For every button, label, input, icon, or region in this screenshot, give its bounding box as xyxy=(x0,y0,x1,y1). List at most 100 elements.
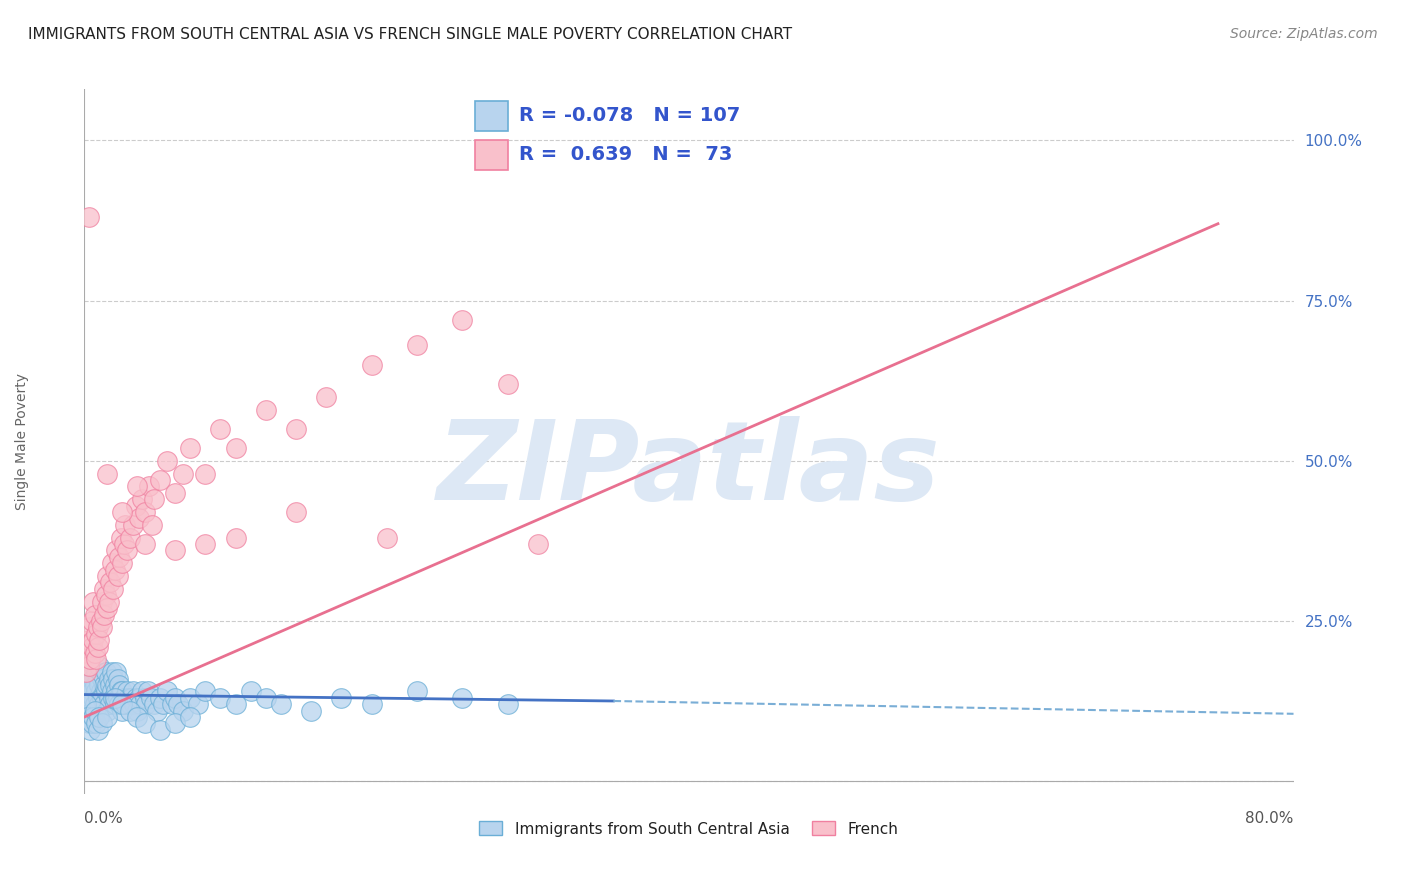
Point xyxy=(125,499,148,513)
Y-axis label: Single Male Poverty: Single Male Poverty xyxy=(15,373,28,510)
Point xyxy=(87,723,110,737)
Text: R = -0.078   N = 107: R = -0.078 N = 107 xyxy=(519,106,740,125)
Point xyxy=(330,690,353,705)
Text: IMMIGRANTS FROM SOUTH CENTRAL ASIA VS FRENCH SINGLE MALE POVERTY CORRELATION CHA: IMMIGRANTS FROM SOUTH CENTRAL ASIA VS FR… xyxy=(28,27,792,42)
Point xyxy=(80,614,103,628)
Point xyxy=(127,704,149,718)
Point xyxy=(79,678,101,692)
Point xyxy=(98,575,121,590)
Point xyxy=(134,716,156,731)
Point xyxy=(129,697,152,711)
Point xyxy=(90,614,112,628)
Point xyxy=(115,684,138,698)
Point xyxy=(149,723,172,737)
Point xyxy=(79,620,101,634)
Point xyxy=(118,704,141,718)
Point xyxy=(105,684,128,698)
Point xyxy=(107,569,129,583)
Point xyxy=(79,652,101,666)
Point xyxy=(111,684,134,698)
Point xyxy=(98,678,121,692)
Point xyxy=(84,704,107,718)
Point xyxy=(135,697,157,711)
Bar xyxy=(475,140,508,169)
Point xyxy=(89,633,111,648)
Point xyxy=(141,517,163,532)
Point xyxy=(107,690,129,705)
Point xyxy=(91,620,114,634)
Point xyxy=(80,716,103,731)
Point xyxy=(93,678,115,692)
Point xyxy=(96,710,118,724)
Point xyxy=(80,640,103,654)
Point xyxy=(172,704,194,718)
Point xyxy=(142,492,165,507)
Point xyxy=(89,710,111,724)
Point xyxy=(89,697,111,711)
Point xyxy=(451,313,474,327)
Point xyxy=(93,697,115,711)
Point xyxy=(82,710,104,724)
Point xyxy=(270,697,292,711)
Point xyxy=(101,690,124,705)
Point xyxy=(112,537,135,551)
Point xyxy=(128,690,150,705)
Point xyxy=(111,697,134,711)
Point xyxy=(75,665,97,680)
Point xyxy=(406,338,429,352)
Point xyxy=(254,402,277,417)
Point xyxy=(82,690,104,705)
Point xyxy=(86,626,108,640)
Point xyxy=(100,556,122,570)
Point xyxy=(97,672,120,686)
Point xyxy=(86,652,108,666)
Point xyxy=(131,492,153,507)
Point xyxy=(165,543,187,558)
Point xyxy=(96,601,118,615)
Point xyxy=(100,665,122,680)
Point xyxy=(89,678,111,692)
Point xyxy=(104,678,127,692)
Point xyxy=(194,537,217,551)
Point xyxy=(172,467,194,481)
Point xyxy=(76,684,98,698)
Point xyxy=(360,358,382,372)
Text: 80.0%: 80.0% xyxy=(1246,812,1294,827)
Point xyxy=(156,454,179,468)
Point xyxy=(111,704,134,718)
Point xyxy=(239,684,262,698)
Point xyxy=(451,690,474,705)
Point xyxy=(79,697,101,711)
Point xyxy=(375,531,398,545)
Point xyxy=(77,211,100,225)
Point xyxy=(96,678,118,692)
Point xyxy=(104,697,127,711)
Point xyxy=(142,697,165,711)
Point xyxy=(527,537,550,551)
Point xyxy=(120,690,142,705)
Point xyxy=(94,665,117,680)
Point xyxy=(108,678,131,692)
Point xyxy=(112,690,135,705)
Point xyxy=(86,665,108,680)
Point xyxy=(91,595,114,609)
Point xyxy=(96,569,118,583)
Point xyxy=(110,684,132,698)
Point xyxy=(86,684,108,698)
Point xyxy=(75,678,97,692)
Point xyxy=(77,716,100,731)
Point xyxy=(209,422,232,436)
Point xyxy=(87,672,110,686)
Point xyxy=(118,697,141,711)
Point xyxy=(75,697,97,711)
Point xyxy=(254,690,277,705)
Point xyxy=(96,467,118,481)
Point xyxy=(93,607,115,622)
Point xyxy=(96,704,118,718)
Point xyxy=(152,697,174,711)
Point xyxy=(76,710,98,724)
Point xyxy=(187,697,209,711)
Point xyxy=(84,697,107,711)
Point xyxy=(127,710,149,724)
Point xyxy=(84,678,107,692)
